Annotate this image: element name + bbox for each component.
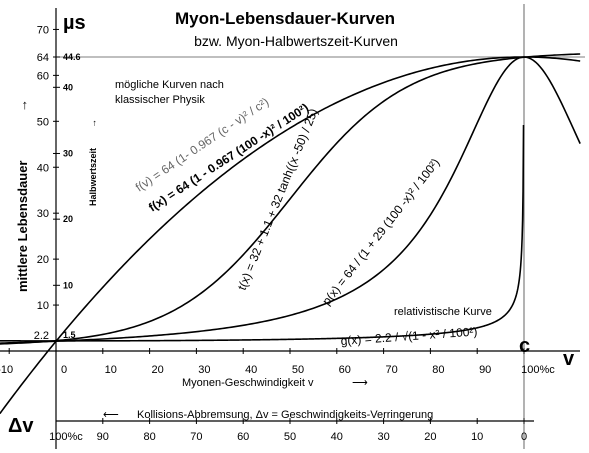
bottom-tick-label: 0 [521,431,527,443]
y-special-tick-label: 64 [37,52,49,64]
bottom-tick-label: 60 [237,431,249,443]
bottom-tick-label: 70 [190,431,202,443]
bottom-tick-label: 90 [97,431,109,443]
x-tick-label: 80 [432,364,444,376]
y-tick-label: 50 [37,116,49,128]
curve-t [0,53,581,345]
formula-g-x: g(x) = 2.2 / √(1 - x² / 100²) [340,324,478,348]
y-tick-label: 10 [37,300,49,312]
ticks: -10 0 10 20 30 40 50 60 70 80 90 100%c 10 20 30 40 50 60 7… [0,24,555,443]
y-tick-label: 40 [37,162,49,174]
y-axis-label: mittlere Lebensdauer [15,161,30,293]
curve-g [0,124,525,342]
x-tick-label: 100%c [521,364,555,376]
half-life-label: Halbwertszeit [88,148,98,206]
chart-title: Myon-Lebensdauer-Kurven [175,9,395,28]
bottom-arrow: ⟵ [103,409,119,421]
bottom-tick-label: 80 [143,431,155,443]
half-tick-label: 40 [63,82,73,92]
y-unit-label: µs [63,12,86,34]
bottom-tick-label: 30 [377,431,389,443]
x-tick-label: 70 [385,364,397,376]
bottom-tick-label: 100%c [49,431,83,443]
y-tick-label: 30 [37,208,49,220]
half-tick-label: 30 [63,148,73,158]
x-tick-label: 10 [105,364,117,376]
x-tick-label: 40 [245,364,257,376]
y-special-tick-label: 2.2 [34,330,49,342]
x-tick-label: 90 [479,364,491,376]
note-line-2: klassischer Physik [115,94,205,106]
curves [0,53,581,415]
x-axis-label: Myonen-Geschwindigkeit v [182,377,314,389]
y-tick-label: 70 [37,24,49,36]
half-tick-label: 10 [63,280,73,290]
grid-lines [56,4,585,449]
bottom-tick-label: 20 [424,431,436,443]
half-life-arrow: → [88,119,98,128]
bottom-tick-label: 10 [471,431,483,443]
curve-f [0,56,581,415]
formula-t-x: t(x) = 32 + 1.1 + 32 tanh((x -50) / 25) [235,107,321,293]
half-tick-label: 44.6 [63,52,81,62]
relativistic-label: relativistische Kurve [394,306,492,318]
x-tick-label: 50 [292,364,304,376]
half-tick-label: 1.5 [63,330,76,340]
half-tick-label: 20 [63,214,73,224]
x-tick-label: 20 [151,364,163,376]
y-tick-label: 60 [37,70,49,82]
bottom-tick-label: 50 [284,431,296,443]
axes [0,8,580,449]
x-tick-label: -10 [0,364,13,376]
bottom-tick-label: 40 [331,431,343,443]
c-label: c [519,335,530,357]
delta-v-label: Δv [8,415,34,437]
chart-subtitle: bzw. Myon-Halbwertszeit-Kurven [194,33,398,49]
y-axis-arrow: → [15,99,30,112]
x-tick-label: 30 [198,364,210,376]
curve-p [0,56,581,344]
bottom-axis-label: Kollisions-Abbremsung, Δv = Geschwindigk… [137,409,433,421]
x-axis-symbol: v [563,348,575,370]
formula-p-x: p(x) = 64 / (1 + 29 (100 -x)² / 100²) [319,156,442,308]
x-tick-label: 0 [61,364,67,376]
x-tick-label: 60 [339,364,351,376]
note-line-1: mögliche Kurven nach [115,79,224,91]
y-tick-label: 20 [37,254,49,266]
x-axis-arrow: ⟶ [352,377,368,389]
